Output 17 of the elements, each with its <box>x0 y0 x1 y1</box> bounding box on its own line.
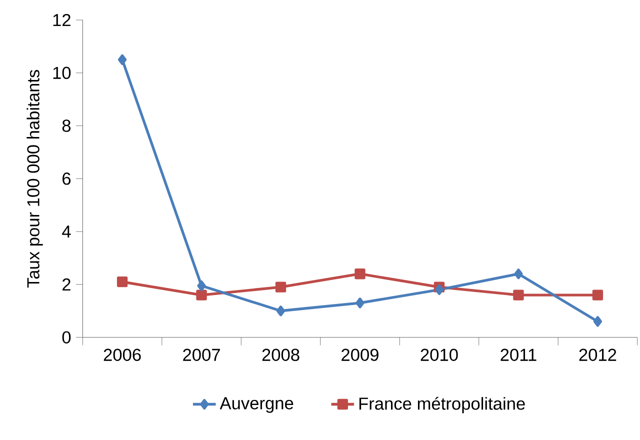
x-tick-label: 2006 <box>104 348 141 361</box>
y-tick-label: 6 <box>62 172 71 185</box>
legend-label: Auvergne <box>220 397 294 413</box>
x-tick-label: 2007 <box>183 348 220 361</box>
y-tick-label: 8 <box>62 120 71 132</box>
y-tick-label: 0 <box>62 331 71 344</box>
y-tick-label: 4 <box>62 226 71 238</box>
y-tick-label: 2 <box>62 278 70 290</box>
x-tick-label: 2012 <box>579 348 616 361</box>
x-tick-label: 2009 <box>342 348 378 361</box>
x-tick-label: 2011 <box>500 348 536 361</box>
y-axis-title: Taux pour 100 000 habitants <box>26 70 43 288</box>
x-tick-label: 2010 <box>420 348 458 361</box>
y-tick-label: 10 <box>53 66 71 80</box>
y-tick-label: 12 <box>53 14 70 26</box>
legend-label: France métropolitaine <box>359 396 525 414</box>
x-tick-label: 2008 <box>262 348 300 361</box>
